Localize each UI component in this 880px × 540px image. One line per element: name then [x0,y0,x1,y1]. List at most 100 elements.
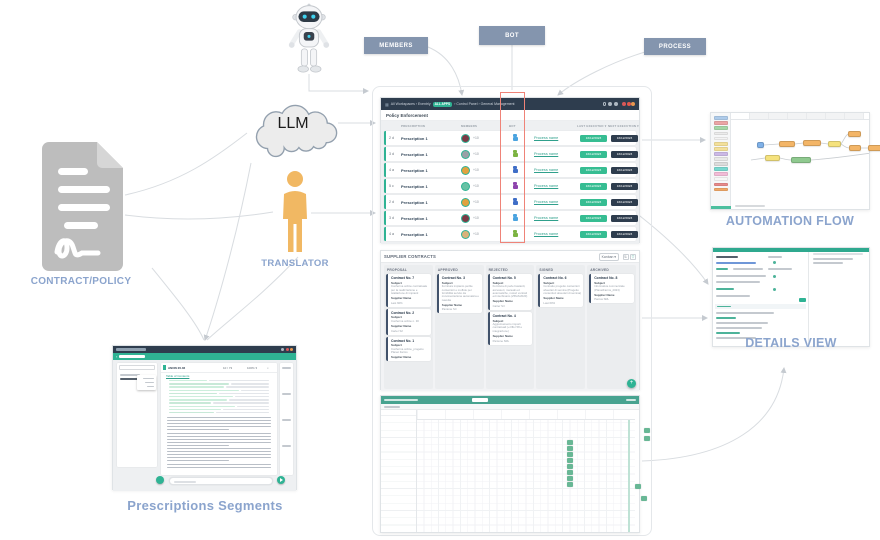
palette-node[interactable] [713,126,728,131]
process-name-link[interactable]: Process name [534,135,559,140]
flow-tab[interactable] [769,113,788,119]
search-icon[interactable] [602,102,606,106]
contract-card[interactable]: Contract No. 8 Subject Informativa commerc… [589,274,634,304]
gantt-bar[interactable] [567,470,573,475]
message-input[interactable] [169,477,273,485]
table-row[interactable]: 2 d Prescription 1 +10 Process name 16/12/20… [384,131,638,145]
flow-scrollbar[interactable] [735,205,765,207]
zoom-level[interactable]: 100% ▾ [247,365,258,370]
menu-option-skeleton[interactable] [143,377,154,380]
member-avatar[interactable] [462,214,469,222]
breadcrumb-right[interactable]: › Control Panel › General Management [454,102,515,106]
flow-node[interactable] [848,131,861,137]
gantt-bar[interactable] [567,446,573,451]
gantt-bar[interactable] [567,482,573,487]
contract-card[interactable]: Contract No. 5 Subject Fornitura di perle … [487,274,533,310]
flow-tab[interactable] [731,113,750,119]
flow-node[interactable] [828,141,841,147]
table-row[interactable]: 2 d Prescription 1 +10 Process name 16/12/20… [384,195,638,209]
member-avatar[interactable] [462,182,469,190]
flow-tab[interactable] [845,113,864,119]
gantt-bar[interactable] [644,436,650,441]
add-contract-button[interactable]: + [627,379,636,388]
toc-link[interactable]: Table of Contents [166,374,190,378]
all-apps-chip[interactable]: ALL APPS [432,101,453,107]
palette-node[interactable] [713,146,728,151]
table-row[interactable]: 4 a Prescription 1 +10 Process name 16/12/20… [384,163,638,177]
flow-node[interactable] [757,142,764,148]
palette-node[interactable] [713,136,728,141]
member-avatar[interactable] [462,198,469,206]
palette-node[interactable] [713,151,728,156]
back-chevron[interactable]: ‹ [116,354,118,359]
contract-card[interactable]: Contract No. 3 Subject Fornitura impianto … [436,274,482,314]
palette-node[interactable] [713,187,728,192]
process-name-link[interactable]: Process name [534,215,559,220]
automation-flow-panel[interactable] [710,112,880,210]
flow-node[interactable] [779,141,795,147]
details-action-button[interactable] [799,298,806,302]
member-avatar[interactable] [462,134,469,142]
palette-node[interactable] [713,157,728,161]
user-avatar[interactable] [285,348,289,351]
flow-node[interactable] [849,145,861,151]
filter-icon[interactable]: ▽ [630,253,636,260]
col-header-bot[interactable]: BOT [509,124,516,128]
flow-node[interactable] [803,140,821,146]
user-avatar[interactable] [631,102,635,106]
thumb-skeleton[interactable] [281,393,291,395]
contract-card[interactable]: Contract No. 2 Subject Conferma ordine n. … [386,308,431,335]
prev-segment-button[interactable] [156,476,164,484]
process-name-link[interactable]: Process name [534,167,559,172]
palette-node[interactable] [713,121,728,126]
flow-tab[interactable] [807,113,826,119]
col-header-next-execution[interactable]: NEXT EXECUTION ▾ [608,124,639,128]
contract-card[interactable]: Contract No. 1 Subject Conferma ordine_pro… [386,336,431,362]
details-view-panel[interactable] [712,247,870,347]
contract-card[interactable]: Contract No. 6 Subject Contratto progetto … [538,274,584,307]
settings-gear-icon[interactable] [614,102,618,106]
sort-icon[interactable]: ⇅ [622,253,629,260]
flow-tab[interactable] [750,113,769,119]
palette-node[interactable] [713,177,728,182]
view-selector[interactable]: Kanban ▾ [598,252,619,261]
breadcrumb[interactable]: All Workspaces › Eventrly [390,102,431,106]
member-avatar[interactable] [462,150,469,158]
user-avatar[interactable] [626,102,631,106]
contract-card[interactable]: Contract No. 7 Subject Conferma ordine con… [386,274,431,307]
process-name-link[interactable]: Process name [534,231,559,236]
flow-tab[interactable] [788,113,807,119]
contract-card[interactable]: Contract No. 4 Subject Aggiornamento impor… [487,311,533,345]
page-indicator[interactable]: 10 / 73 [223,365,233,370]
user-avatar[interactable] [622,102,626,106]
process-name-link[interactable]: Process name [534,183,559,188]
thumb-skeleton[interactable] [281,445,291,447]
workspace-grid-icon[interactable]: ▦ [385,101,389,107]
table-row[interactable]: 4 a Prescription 1 +10 Process name 16/12/20… [384,227,638,241]
col-header-members[interactable]: MEMBERS [461,124,478,128]
prescriptions-segments-panel[interactable]: ‹ ANON 20.02 10 / 73 100% ▾ ⌕ [112,345,297,491]
palette-node[interactable] [713,167,728,172]
process-name-link[interactable]: Process name [534,151,559,156]
palette-node[interactable] [713,141,728,146]
context-menu[interactable] [137,375,156,390]
flow-node[interactable] [765,155,780,161]
flow-tab[interactable] [826,113,845,119]
palette-node[interactable] [713,172,728,177]
doc-search-icon[interactable]: ⌕ [267,365,269,370]
gantt-bar[interactable] [641,496,647,501]
menu-option-skeleton[interactable] [147,385,154,388]
gantt-bar[interactable] [567,464,573,469]
palette-node[interactable] [713,182,728,187]
gantt-bar[interactable] [567,458,573,463]
table-row[interactable]: 3 d Prescription 1 +10 Process name 16/12/20… [384,147,638,161]
col-header-prescription[interactable]: PRESCRIPTION [401,124,426,128]
gantt-bar[interactable] [567,452,573,457]
user-avatar[interactable] [290,348,293,351]
flow-node[interactable] [868,145,880,151]
flow-canvas[interactable] [731,120,880,208]
search-input[interactable] [119,365,155,370]
member-avatar[interactable] [462,166,469,174]
palette-node[interactable] [713,162,728,166]
notifications-icon[interactable] [608,102,612,106]
